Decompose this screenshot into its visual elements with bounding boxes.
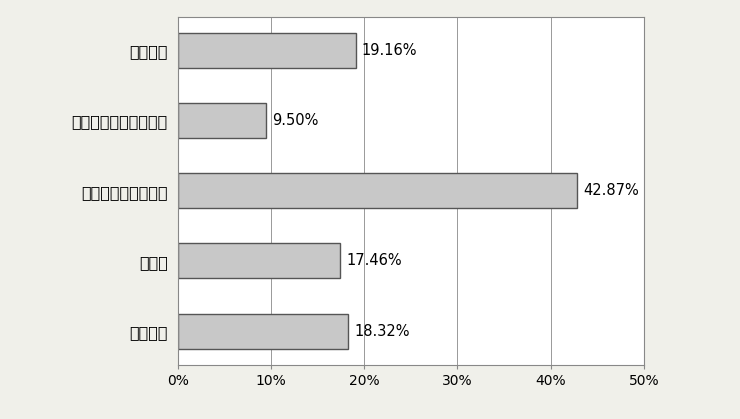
Bar [178, 243, 340, 279]
Bar [178, 33, 356, 68]
Bar [178, 313, 349, 349]
Text: 19.16%: 19.16% [362, 43, 417, 58]
Bar [178, 173, 577, 208]
Text: 18.32%: 18.32% [354, 323, 409, 339]
Text: 42.87%: 42.87% [583, 183, 639, 198]
Text: 9.50%: 9.50% [272, 113, 318, 128]
Text: 17.46%: 17.46% [346, 253, 402, 269]
Bar [178, 103, 266, 138]
